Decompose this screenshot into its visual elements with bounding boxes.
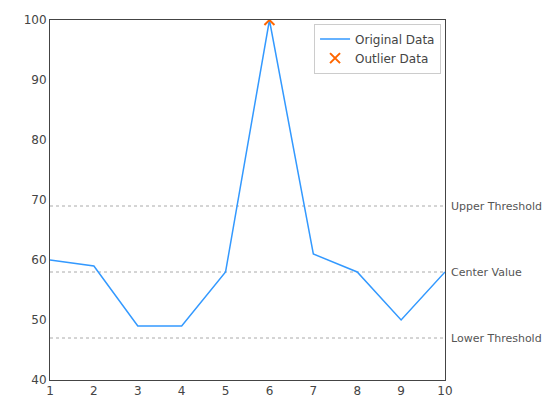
svg-text:70: 70 bbox=[31, 193, 46, 207]
svg-text:60: 60 bbox=[31, 253, 46, 267]
svg-text:6: 6 bbox=[266, 384, 274, 398]
svg-text:5: 5 bbox=[222, 384, 230, 398]
svg-text:100: 100 bbox=[24, 13, 47, 27]
svg-text:Upper Threshold: Upper Threshold bbox=[451, 200, 542, 213]
svg-text:9: 9 bbox=[397, 384, 405, 398]
svg-text:10: 10 bbox=[437, 384, 452, 398]
svg-text:1: 1 bbox=[46, 384, 54, 398]
svg-text:Center Value: Center Value bbox=[451, 266, 522, 279]
svg-text:90: 90 bbox=[31, 73, 46, 87]
svg-text:Original Data: Original Data bbox=[355, 33, 434, 47]
svg-text:Lower Threshold: Lower Threshold bbox=[451, 332, 542, 345]
svg-text:2: 2 bbox=[90, 384, 98, 398]
svg-text:7: 7 bbox=[310, 384, 318, 398]
svg-text:80: 80 bbox=[31, 133, 46, 147]
svg-text:50: 50 bbox=[31, 313, 46, 327]
svg-text:8: 8 bbox=[353, 384, 361, 398]
svg-text:4: 4 bbox=[178, 384, 186, 398]
svg-text:40: 40 bbox=[31, 373, 46, 387]
svg-text:Outlier Data: Outlier Data bbox=[355, 52, 428, 66]
svg-text:3: 3 bbox=[134, 384, 142, 398]
